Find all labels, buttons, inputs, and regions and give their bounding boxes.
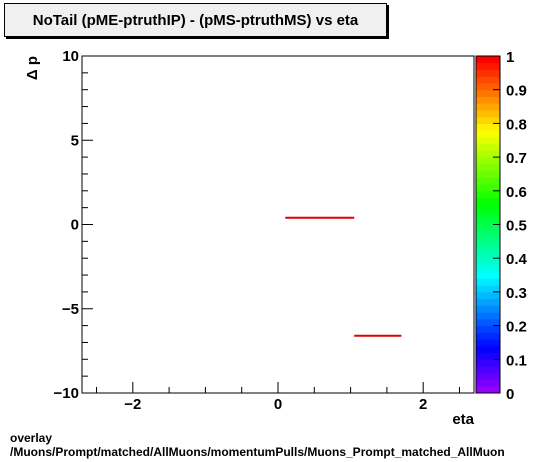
color-scale-band (476, 345, 500, 354)
color-scale-band (476, 163, 500, 172)
color-scale-band (476, 352, 500, 360)
color-scale-label: 0.9 (506, 83, 527, 100)
color-scale-band (476, 271, 500, 279)
color-scale-band (476, 379, 500, 387)
color-scale-band (476, 339, 500, 347)
color-scale-band (476, 224, 500, 232)
x-axis-label: eta (452, 411, 474, 428)
x-tick-label: −2 (124, 396, 141, 413)
color-scale-label: 0.7 (506, 150, 527, 167)
y-tick-label: −5 (62, 301, 79, 318)
color-scale-label: 0.3 (506, 285, 527, 302)
y-tick-label: 5 (71, 132, 79, 149)
y-axis-label: Δ p (24, 56, 41, 80)
color-scale-band (476, 325, 500, 333)
color-scale-band (476, 264, 500, 273)
y-tick-label: 10 (62, 48, 79, 65)
chart-title: NoTail (pME-ptruthIP) - (pMS-ptruthMS) v… (4, 3, 387, 37)
color-scale-band (476, 177, 500, 185)
color-scale-band (476, 76, 500, 84)
color-scale-band (476, 190, 500, 199)
color-scale-band (476, 298, 500, 306)
color-scale-label: 0 (506, 386, 514, 403)
color-scale-band (476, 285, 500, 293)
color-scale-band (476, 305, 500, 313)
color-scale-label: 0.8 (506, 116, 527, 133)
color-scale-band (476, 372, 500, 381)
color-scale-band (476, 217, 500, 225)
color-scale-band (476, 130, 500, 138)
color-scale-band (476, 56, 500, 64)
color-scale-band (476, 244, 500, 252)
color-scale-band (476, 69, 500, 77)
color-scale-band (476, 96, 500, 104)
color-scale-band (476, 258, 500, 266)
color-scale-band (476, 211, 500, 219)
color-scale-label: 0.1 (506, 352, 527, 369)
color-scale-band (476, 143, 500, 151)
footer-line-1: overlay (10, 431, 53, 445)
y-tick-label: 0 (71, 217, 79, 234)
color-scale-band (476, 116, 500, 124)
color-scale-band (476, 62, 500, 70)
color-scale-band (476, 197, 500, 205)
color-scale-band (476, 204, 500, 212)
color-scale-band (476, 231, 500, 239)
color-scale-label: 0.5 (506, 218, 527, 235)
color-scale-band (476, 278, 500, 286)
color-scale-band (476, 82, 500, 91)
color-scale-band (476, 170, 500, 178)
color-scale-band (476, 136, 500, 145)
color-scale-label: 0.2 (506, 319, 527, 336)
color-scale-band (476, 184, 500, 192)
color-scale-band (476, 123, 500, 131)
color-scale-band (476, 312, 500, 320)
color-scale-band (476, 150, 500, 158)
color-scale-band (476, 89, 500, 97)
color-scale-band (476, 103, 500, 111)
color-scale-band (476, 157, 500, 165)
footer-line-2: /Muons/Prompt/matched/AllMuons/momentumP… (10, 445, 505, 459)
color-scale-label: 1 (506, 49, 514, 66)
color-scale-band (476, 291, 500, 300)
x-tick-label: 2 (419, 396, 427, 413)
color-scale-band (476, 386, 500, 394)
plot-frame (81, 55, 475, 394)
x-tick-label: 0 (274, 396, 282, 413)
color-scale-band (476, 359, 500, 367)
color-scale-band (476, 109, 500, 118)
color-scale-band (476, 237, 500, 246)
color-scale-label: 0.6 (506, 184, 527, 201)
color-scale-band (476, 366, 500, 374)
color-scale-label: 0.4 (506, 251, 528, 268)
color-scale-band (476, 251, 500, 259)
y-tick-label: −10 (54, 385, 79, 402)
color-scale-band (476, 318, 500, 327)
color-scale-band (476, 332, 500, 340)
